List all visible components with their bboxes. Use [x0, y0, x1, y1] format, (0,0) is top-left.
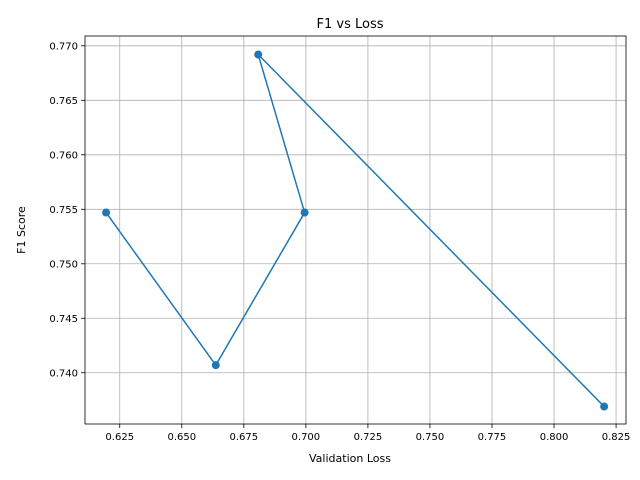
x-tick-label: 0.775: [478, 432, 507, 443]
tick-layer: 0.625 0.650 0.675 0.700 0.725 0.750 0.775 0.800…: [49, 41, 630, 443]
y-tick-label: 0.745: [49, 314, 78, 325]
x-tick-label: 0.800: [540, 432, 569, 443]
y-tick-label: 0.770: [49, 41, 78, 52]
data-point: [211, 361, 220, 370]
data-point: [254, 50, 263, 59]
plot-frame: [84, 35, 627, 425]
x-tick-label: 0.700: [292, 432, 321, 443]
y-tick-label: 0.760: [49, 150, 78, 161]
x-tick-label: 0.825: [602, 432, 631, 443]
x-tick-label: 0.750: [416, 432, 445, 443]
x-tick-label: 0.725: [354, 432, 383, 443]
x-tick-label: 0.650: [167, 432, 196, 443]
data-point: [600, 402, 609, 411]
data-point: [102, 208, 111, 217]
x-axis-title: Validation Loss: [309, 452, 391, 465]
x-tick-label: 0.625: [105, 432, 134, 443]
x-tick-label: 0.675: [230, 432, 259, 443]
chart-title: F1 vs Loss: [317, 17, 384, 32]
series-layer: [102, 50, 609, 411]
y-tick-label: 0.750: [49, 259, 78, 270]
y-axis-title: F1 Score: [15, 206, 28, 254]
y-tick-label: 0.755: [49, 205, 78, 216]
y-tick-label: 0.740: [49, 368, 78, 379]
y-tick-label: 0.765: [49, 96, 78, 107]
data-point: [300, 208, 309, 217]
